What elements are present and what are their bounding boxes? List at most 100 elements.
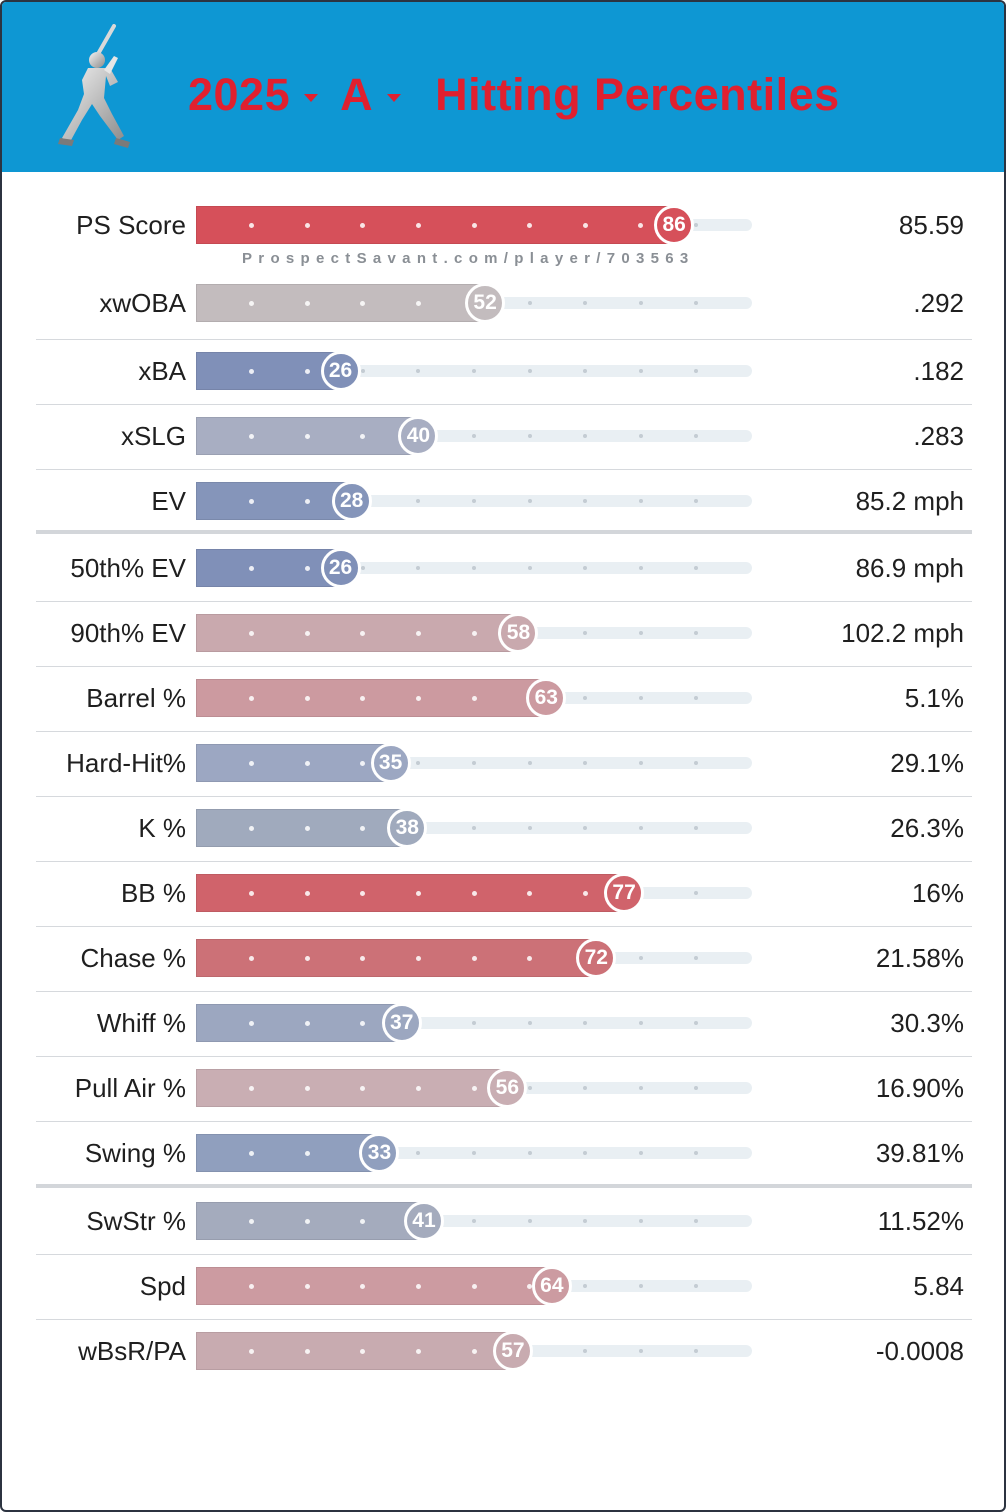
percentile-badge: 58 [498, 613, 539, 653]
row-separator [36, 1319, 972, 1320]
track-dot [472, 826, 476, 830]
bar-dot [249, 565, 255, 571]
bar-dot [360, 825, 366, 831]
track-dot [694, 1284, 699, 1288]
track-dot [416, 566, 421, 570]
row-separator [36, 339, 972, 340]
bar-dot [415, 695, 421, 701]
percentile-badge: 37 [381, 1003, 422, 1043]
row-separator [36, 731, 972, 732]
track-dot [694, 1349, 699, 1353]
bar-dot [415, 630, 421, 636]
stat-value: 5.1% [904, 683, 964, 713]
bar-dot [304, 760, 310, 766]
track-dot [583, 1151, 588, 1155]
bar-dot [582, 890, 588, 896]
bar-dot [471, 1085, 477, 1091]
track-dot [694, 696, 699, 700]
stat-value: 29.1% [890, 748, 964, 778]
track-dot [472, 499, 476, 503]
bar-dot [304, 222, 310, 228]
row-separator [36, 1184, 972, 1188]
bar-dot [527, 1283, 533, 1289]
chevron-down-icon [387, 94, 402, 102]
row-separator [36, 530, 972, 534]
metric-label: EV [151, 486, 186, 516]
track-dot [638, 434, 643, 438]
bar-dot [415, 222, 421, 228]
track-dot [694, 631, 699, 635]
level-dropdown[interactable]: A [340, 69, 423, 121]
track-dot [472, 1021, 476, 1025]
bar-dot [360, 222, 366, 228]
stat-value: 16.90% [875, 1073, 964, 1103]
track-dot [416, 369, 421, 373]
bar-dot [304, 630, 310, 636]
track-dot [694, 223, 699, 227]
track-dot [583, 1219, 588, 1223]
track-dot [416, 499, 421, 503]
percentile-bar [196, 809, 408, 847]
year-dropdown[interactable]: 2025 [188, 69, 340, 121]
bar-dot [415, 890, 421, 896]
bar-dot [249, 498, 255, 504]
track-dot [638, 369, 643, 373]
row-separator [36, 1121, 972, 1122]
percentile-badge: 33 [359, 1133, 400, 1173]
bar-dot [527, 890, 533, 896]
bar-dot [304, 955, 310, 961]
metric-label: Spd [139, 1271, 186, 1301]
bar-dot [304, 1218, 310, 1224]
year-dropdown-label: 2025 [188, 69, 291, 120]
bar-dot [360, 1020, 366, 1026]
percentile-badge: 77 [604, 873, 645, 913]
percentile-bar [196, 1004, 402, 1042]
bar-dot [415, 1348, 421, 1354]
track-dot [694, 566, 699, 570]
track-dot [694, 891, 699, 895]
row-separator [36, 926, 972, 927]
bar-dot [304, 1348, 310, 1354]
bar-dot [304, 433, 310, 439]
track-dot [527, 369, 532, 373]
bar-dot [304, 1020, 310, 1026]
bar-dot [471, 955, 477, 961]
percentile-bar [196, 1134, 380, 1172]
bar-dot [360, 1218, 366, 1224]
bar-dot [249, 300, 255, 306]
bar-dot [249, 1020, 255, 1026]
metric-label: xBA [138, 356, 186, 386]
bar-dot [249, 825, 255, 831]
track-dot [638, 761, 643, 765]
track-dot [694, 499, 699, 503]
metric-label: PS Score [76, 210, 186, 240]
title-text: Hitting Percentiles [435, 69, 840, 120]
track-dot [638, 301, 643, 305]
page-title: 2025 A Hitting Percentiles [188, 60, 840, 130]
track-dot [472, 566, 476, 570]
bar-dot [249, 890, 255, 896]
bar-dot [360, 1348, 366, 1354]
track-dot [527, 301, 532, 305]
bar-dot [249, 433, 255, 439]
percentile-bar [196, 1069, 508, 1107]
stat-value: 21.58% [875, 943, 964, 973]
percentile-badge: 56 [487, 1068, 528, 1108]
percentile-bar [196, 482, 352, 520]
track-dot [583, 434, 588, 438]
metric-label: Hard-Hit% [66, 748, 186, 778]
bar-dot [249, 1218, 255, 1224]
stat-value: -0.0008 [875, 1336, 964, 1366]
track-dot [472, 434, 476, 438]
percentile-bar [196, 614, 519, 652]
percentile-bar [196, 206, 675, 244]
bar-dot [471, 630, 477, 636]
track-dot [360, 566, 365, 570]
stat-value: 85.2 mph [855, 486, 964, 516]
percentile-badge: 64 [531, 1266, 572, 1306]
bar-dot [471, 890, 477, 896]
stat-value: .292 [913, 288, 964, 318]
bar-dot [582, 222, 588, 228]
bar-dot [249, 955, 255, 961]
metric-label: Chase % [80, 943, 187, 973]
